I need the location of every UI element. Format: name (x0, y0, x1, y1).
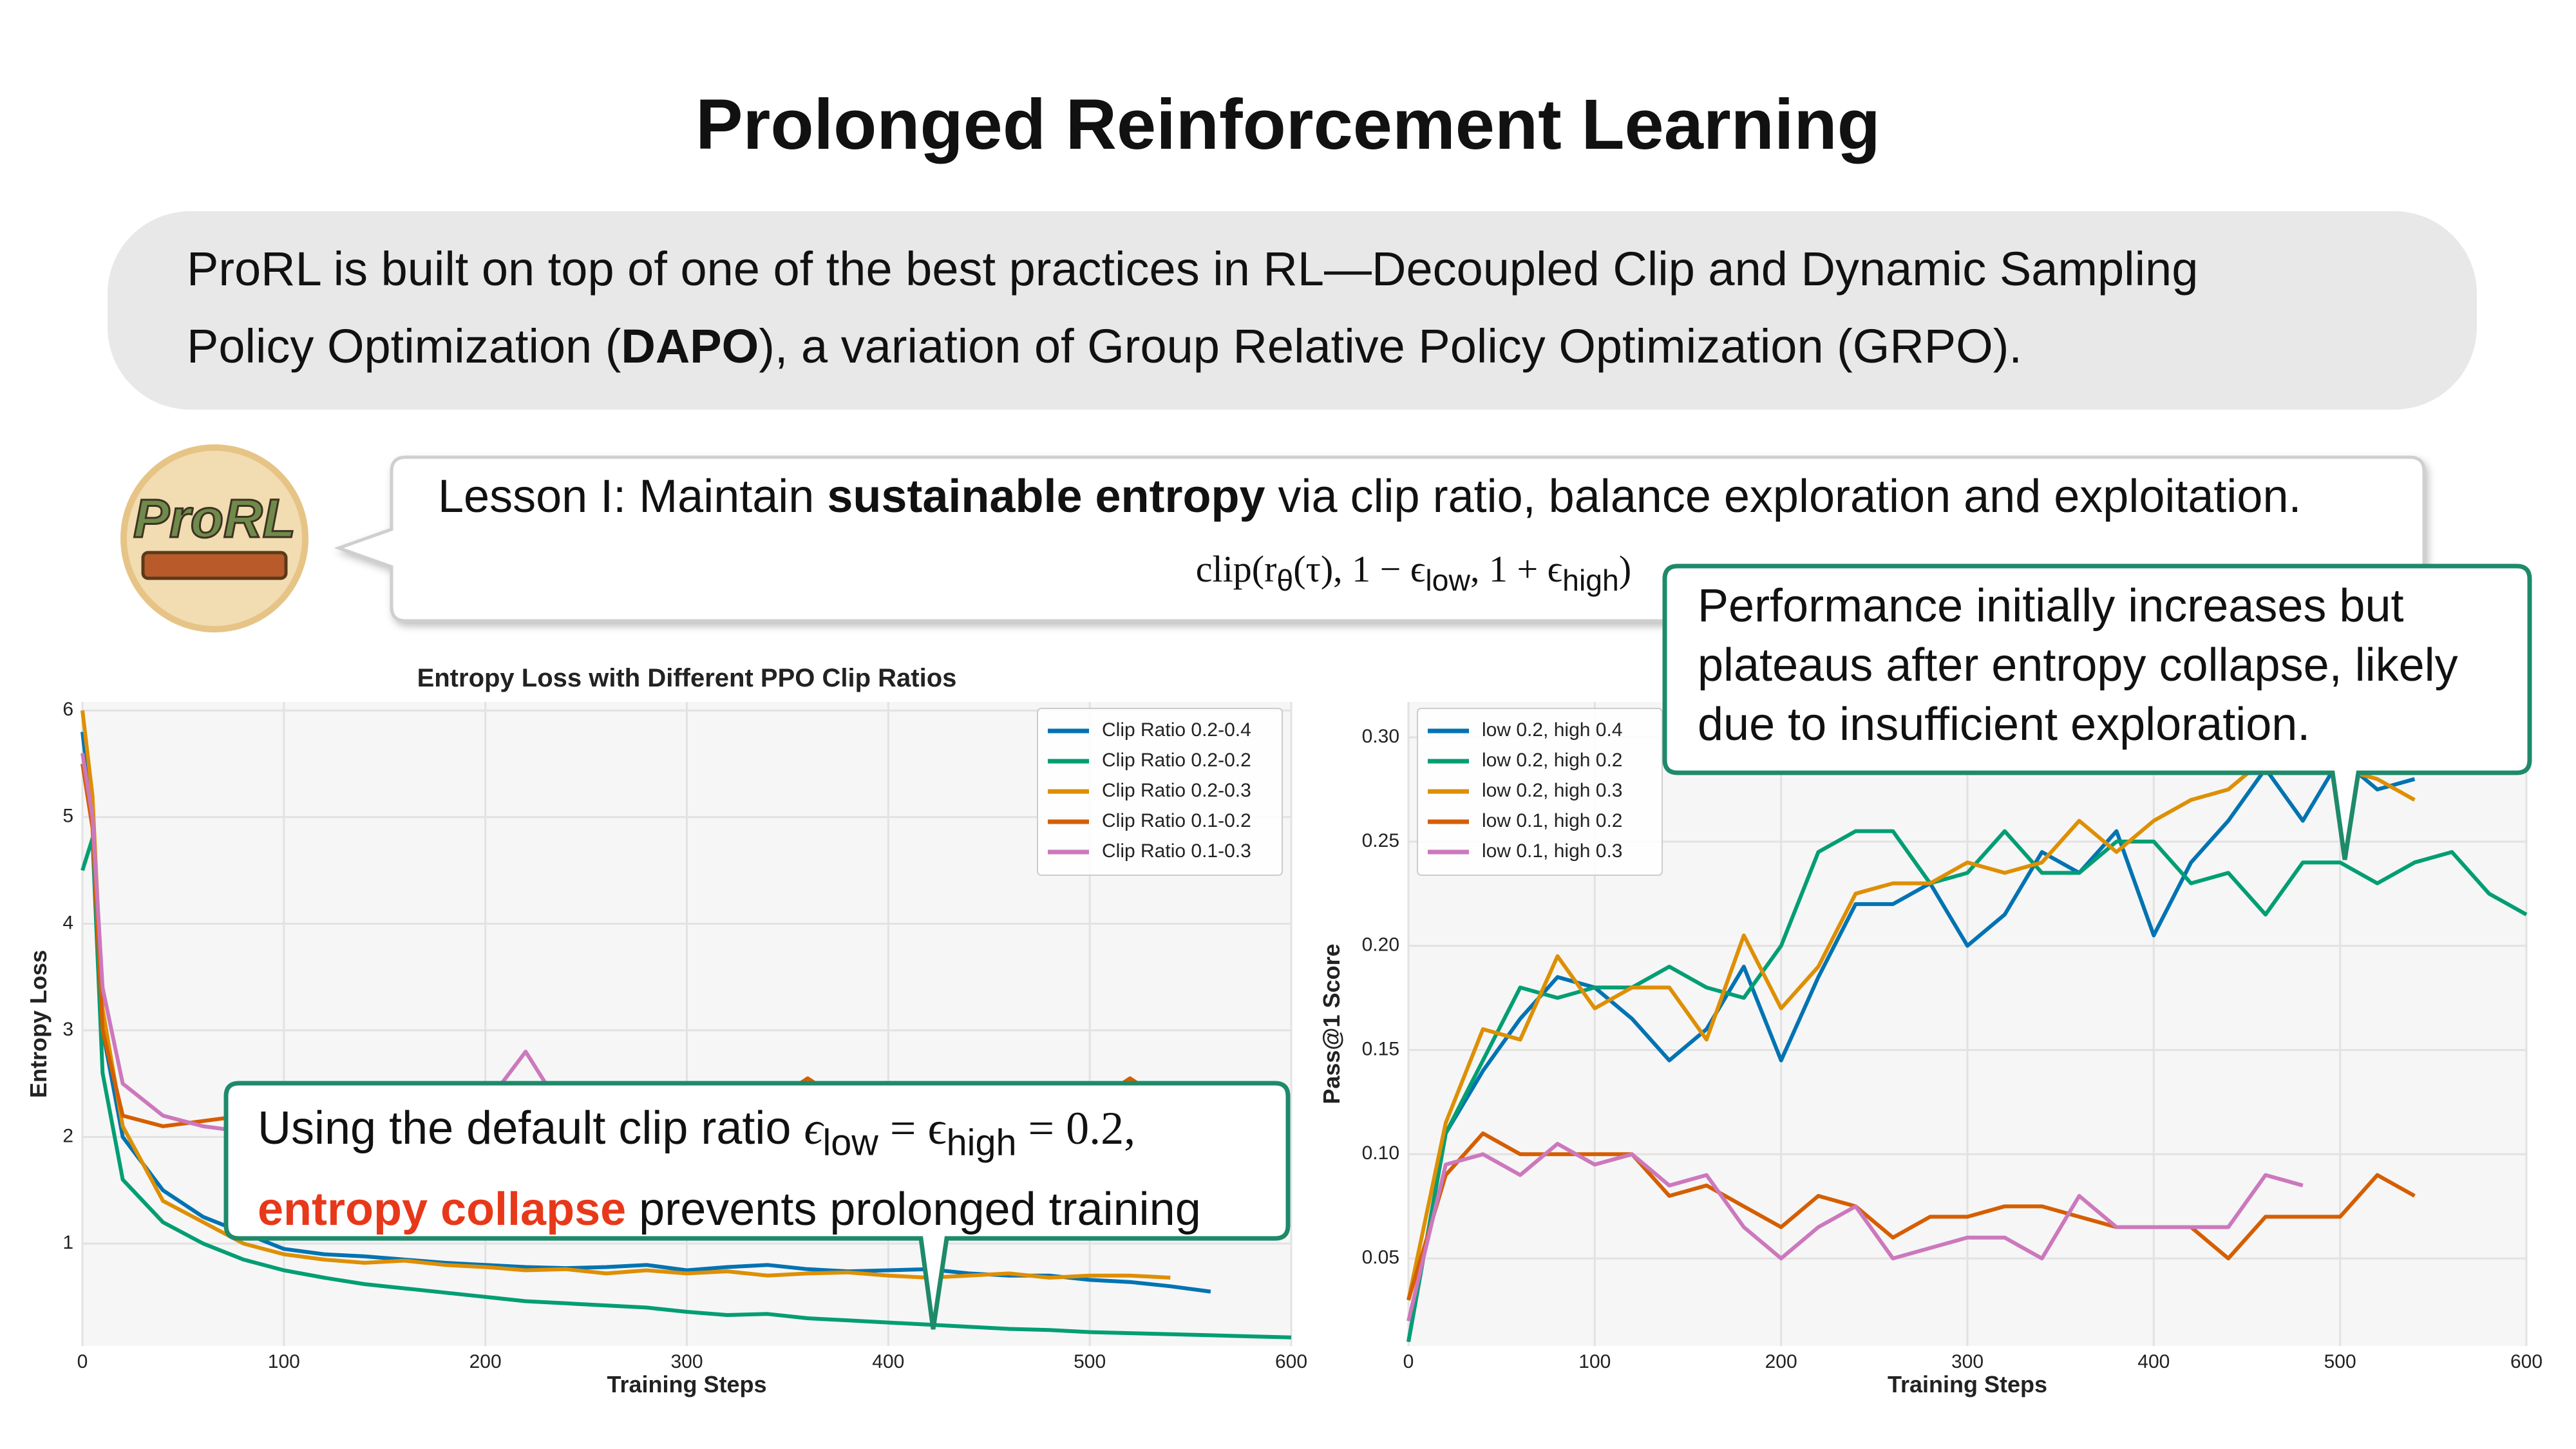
x-tick-label: 0 (1403, 1351, 1414, 1372)
x-tick-label: 100 (268, 1351, 300, 1372)
legend-label: low 0.2, high 0.3 (1482, 780, 1622, 801)
x-axis-label: Training Steps (1888, 1371, 2047, 1397)
series-line (80, 836, 1292, 1340)
legend-label: low 0.2, high 0.4 (1482, 719, 1622, 741)
x-tick-label: 200 (469, 1351, 502, 1372)
x-tick-label: 300 (670, 1351, 703, 1372)
y-tick-label: 5 (62, 806, 73, 827)
logo-text: ProRL (133, 488, 296, 549)
subscript: low (822, 1122, 878, 1164)
text: via clip ratio, balance exploration and … (1265, 471, 2302, 522)
text: prevents prolonged training (626, 1184, 1201, 1236)
legend-label: low 0.1, high 0.2 (1482, 810, 1622, 831)
lesson: Lesson I: Maintain sustainable entropy v… (438, 470, 2302, 523)
y-tick-label: 0.15 (1362, 1038, 1399, 1059)
text: Policy Optimization ( (187, 319, 621, 373)
left-callout-box (223, 1081, 1291, 1330)
x-tick-label: 400 (2137, 1351, 2170, 1372)
text: clip(r (1195, 548, 1277, 590)
x-tick-label: 300 (1951, 1351, 1984, 1372)
right-callout-box (1662, 564, 2532, 860)
y-axis-label: Pass@1 Score (1318, 943, 1345, 1104)
description-line: Policy Optimization (DAPO), a variation … (187, 308, 2198, 385)
text: Lesson I: Maintain (438, 471, 828, 522)
y-tick-label: 0.05 (1362, 1247, 1399, 1268)
logo-bar (141, 551, 288, 580)
legend-label: Clip Ratio 0.1-0.2 (1102, 810, 1251, 831)
y-tick-label: 1 (62, 1232, 73, 1253)
y-tick-label: 0.10 (1362, 1142, 1399, 1164)
subscript: θ (1276, 563, 1294, 597)
legend-box (1417, 708, 1663, 876)
legend-label: Clip Ratio 0.2-0.2 (1102, 750, 1251, 771)
x-axis-label: Training Steps (607, 1371, 766, 1397)
logo-circle (120, 444, 308, 632)
formula: clip(rθ(τ), 1 − ϵlow, 1 + ϵhigh) (902, 547, 1926, 598)
callout-line: Performance initially increases but (1698, 580, 2404, 632)
symbol: = ϵ (878, 1103, 947, 1154)
description: ProRL is built on top of one of the best… (187, 231, 2198, 385)
symbol: ϵ (804, 1103, 823, 1154)
y-tick-label: 0.25 (1362, 830, 1399, 851)
y-tick-label: 6 (62, 699, 73, 720)
slide-title: Prolonged Reinforcement Learning (696, 85, 1880, 164)
y-tick-label: 2 (62, 1125, 73, 1146)
text: ), a variation of Group Relative Policy … (759, 319, 2022, 373)
left-callout: Using the default clip ratio ϵlow = ϵhig… (258, 1095, 1201, 1243)
legend-label: low 0.1, high 0.3 (1482, 840, 1622, 862)
legend-box (1037, 708, 1283, 876)
y-tick-label: 3 (62, 1019, 73, 1040)
right-callout: Performance initially increases but plat… (1698, 576, 2458, 754)
bold-text: sustainable entropy (827, 471, 1265, 522)
y-axis-label: Entropy Loss (25, 950, 52, 1098)
text: , 1 + ϵ (1470, 548, 1563, 590)
legend-label: Clip Ratio 0.1-0.3 (1102, 840, 1251, 862)
description-line: ProRL is built on top of one of the best… (187, 242, 2199, 296)
bold-text: DAPO (621, 319, 759, 373)
text: (τ), 1 − ϵ (1293, 548, 1426, 590)
callout-line: entropy collapse prevents prolonged trai… (258, 1176, 1201, 1243)
x-tick-label: 0 (77, 1351, 88, 1372)
callout-line: due to insufficient exploration. (1698, 699, 2311, 750)
series-line (80, 732, 1211, 1294)
description-box (108, 211, 2477, 410)
symbol: = 0.2, (1016, 1103, 1136, 1154)
x-tick-label: 500 (1074, 1351, 1106, 1372)
x-tick-label: 600 (2510, 1351, 2543, 1372)
subscript: high (946, 1122, 1017, 1164)
chart-title: Entropy Loss with Different PPO Clip Rat… (417, 664, 957, 692)
callout-line: plateaus after entropy collapse, likely (1698, 639, 2458, 691)
text: Using the default clip ratio (258, 1103, 804, 1154)
x-tick-label: 100 (1578, 1351, 1611, 1372)
x-tick-label: 600 (1275, 1351, 1307, 1372)
series-line (1406, 829, 2528, 1343)
callout-line: Using the default clip ratio ϵlow = ϵhig… (258, 1095, 1201, 1176)
highlight: entropy collapse (258, 1184, 627, 1236)
legend-label: Clip Ratio 0.2-0.4 (1102, 719, 1251, 741)
y-tick-label: 0.20 (1362, 934, 1399, 956)
legend-label: Clip Ratio 0.2-0.3 (1102, 780, 1251, 801)
legend-label: low 0.2, high 0.2 (1482, 750, 1622, 771)
subscript: low (1425, 563, 1470, 597)
x-tick-label: 400 (872, 1351, 904, 1372)
series-line (80, 710, 1171, 1280)
x-tick-label: 500 (2324, 1351, 2356, 1372)
text: ) (1618, 548, 1632, 590)
y-tick-label: 4 (62, 912, 73, 933)
series-line (1406, 1142, 2304, 1321)
subscript: high (1562, 563, 1619, 597)
x-tick-label: 200 (1765, 1351, 1797, 1372)
y-tick-label: 0.30 (1362, 726, 1399, 747)
